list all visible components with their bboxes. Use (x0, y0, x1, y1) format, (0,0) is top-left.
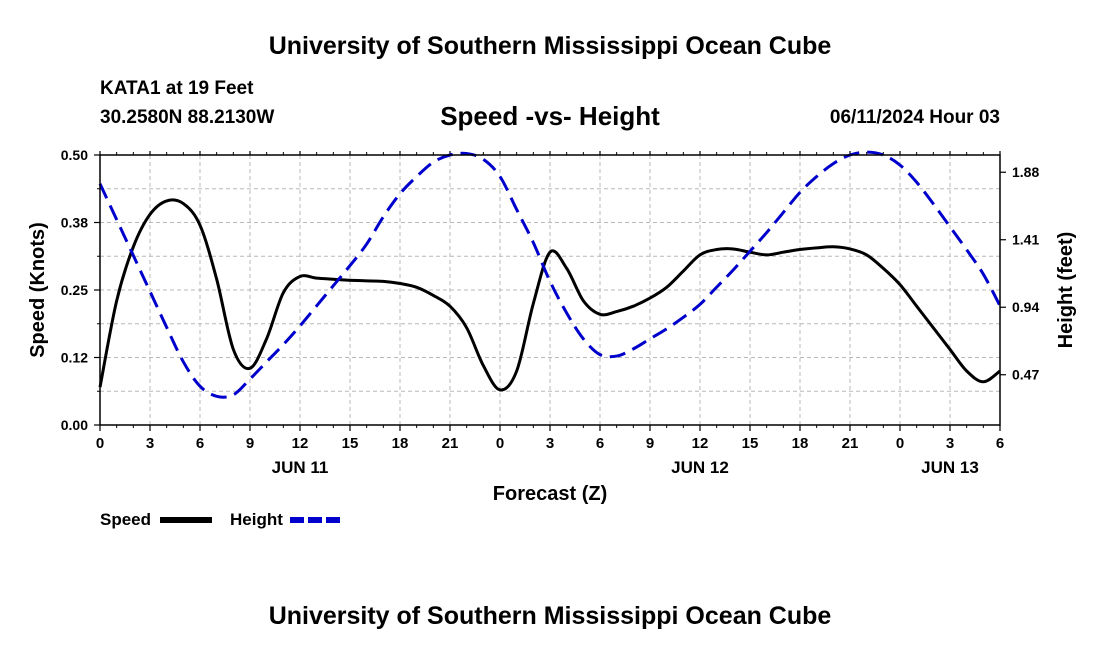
y2-tick-label: 0.94 (1012, 299, 1039, 315)
y2-tick-label: 0.47 (1012, 367, 1039, 383)
x-tick-label: 15 (342, 435, 359, 452)
x-tick-label: 0 (496, 435, 504, 452)
issued-time: 06/11/2024 Hour 03 (829, 107, 1000, 128)
x-tick-label: 6 (596, 435, 604, 452)
station-coords: 30.2580N 88.2130W (100, 107, 275, 128)
x-tick-label: 9 (246, 435, 254, 452)
y-tick-label: 0.50 (61, 147, 88, 163)
x-tick-label: 18 (392, 435, 409, 452)
x-tick-label: 0 (96, 435, 104, 452)
x-tick-label: 3 (146, 435, 154, 452)
x-tick-label: 3 (946, 435, 954, 452)
x-tick-label: 18 (792, 435, 809, 452)
page-title: University of Southern Mississippi Ocean… (268, 32, 832, 60)
x-tick-label: 6 (196, 435, 204, 452)
legend-label: Speed (100, 510, 151, 529)
y2-axis-title: Height (feet) (1055, 232, 1077, 349)
station-name: KATA1 at 19 Feet (100, 78, 254, 99)
y-axis-title: Speed (Knots) (27, 222, 49, 358)
y2-tick-label: 1.41 (1012, 232, 1039, 248)
legend-label: Height (230, 510, 283, 529)
x-tick-label: 9 (646, 435, 654, 452)
x-tick-label: 12 (292, 435, 309, 452)
x-axis-title: Forecast (Z) (493, 483, 607, 505)
x-tick-label: 3 (546, 435, 554, 452)
x-tick-label: 21 (842, 435, 859, 452)
x-tick-label: 12 (692, 435, 709, 452)
chart-title: Speed -vs- Height (440, 101, 660, 131)
day-label: JUN 13 (921, 458, 979, 477)
y-tick-label: 0.12 (61, 350, 88, 366)
footer-title: University of Southern Mississippi Ocean… (268, 602, 832, 630)
labels: 0 3 6 9 12 15 18 21 0 3 6 9 12 15 18 21 0 3 6 0.00 0.12 0.25 0… (27, 147, 1077, 505)
plot-frame (99, 154, 1001, 426)
y2-tick-label: 1.88 (1012, 164, 1039, 180)
x-tick-label: 0 (896, 435, 904, 452)
x-tick-label: 21 (442, 435, 459, 452)
legend: Speed Height (100, 510, 342, 529)
grid (99, 155, 1001, 425)
y-tick-label: 0.38 (61, 215, 88, 231)
series-line-speed (98, 198, 1001, 392)
day-label: JUN 12 (671, 458, 729, 477)
y-tick-label: 0.00 (61, 417, 88, 433)
x-tick-label: 6 (996, 435, 1004, 452)
x-tick-label: 15 (742, 435, 759, 452)
day-label: JUN 11 (272, 458, 329, 477)
y-tick-label: 0.25 (61, 282, 88, 298)
